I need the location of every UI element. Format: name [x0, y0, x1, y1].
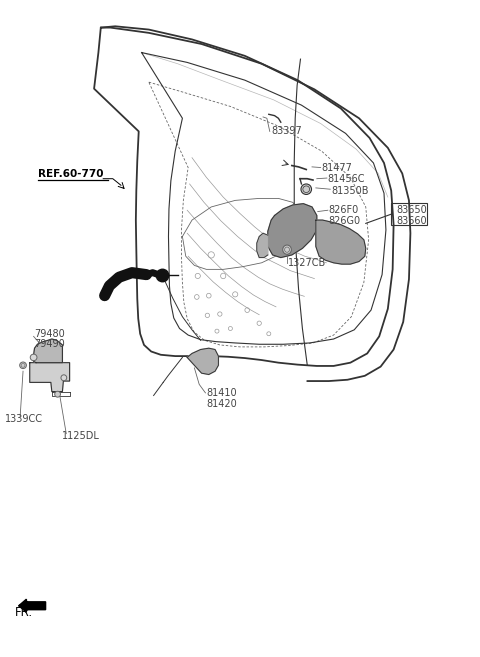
Ellipse shape [55, 391, 60, 397]
Polygon shape [187, 348, 218, 374]
Ellipse shape [283, 245, 291, 254]
Text: 1327CB: 1327CB [288, 258, 326, 268]
Ellipse shape [301, 184, 312, 194]
Text: 81456C: 81456C [328, 174, 365, 185]
Polygon shape [316, 220, 366, 264]
Ellipse shape [30, 354, 37, 361]
Text: 81477: 81477 [322, 162, 352, 173]
Text: 1125DL: 1125DL [62, 430, 100, 441]
Ellipse shape [20, 362, 26, 369]
Text: 79490: 79490 [35, 339, 65, 350]
Text: 81410: 81410 [206, 388, 237, 398]
Text: 826F0: 826F0 [329, 205, 359, 215]
Text: 83397: 83397 [271, 126, 302, 137]
FancyArrow shape [19, 599, 46, 612]
Text: 81350B: 81350B [331, 186, 369, 196]
Polygon shape [30, 363, 70, 392]
Text: 826G0: 826G0 [329, 216, 361, 227]
Text: FR.: FR. [14, 606, 33, 619]
Text: REF.60-770: REF.60-770 [38, 169, 104, 179]
Bar [391, 203, 427, 225]
Polygon shape [257, 233, 268, 258]
Text: 83650: 83650 [396, 205, 427, 215]
Text: 1339CC: 1339CC [5, 413, 43, 424]
Polygon shape [34, 339, 62, 363]
Polygon shape [268, 204, 317, 258]
Ellipse shape [61, 374, 67, 381]
Text: 83660: 83660 [396, 216, 427, 227]
Text: 81420: 81420 [206, 399, 237, 409]
Text: 79480: 79480 [35, 328, 65, 339]
